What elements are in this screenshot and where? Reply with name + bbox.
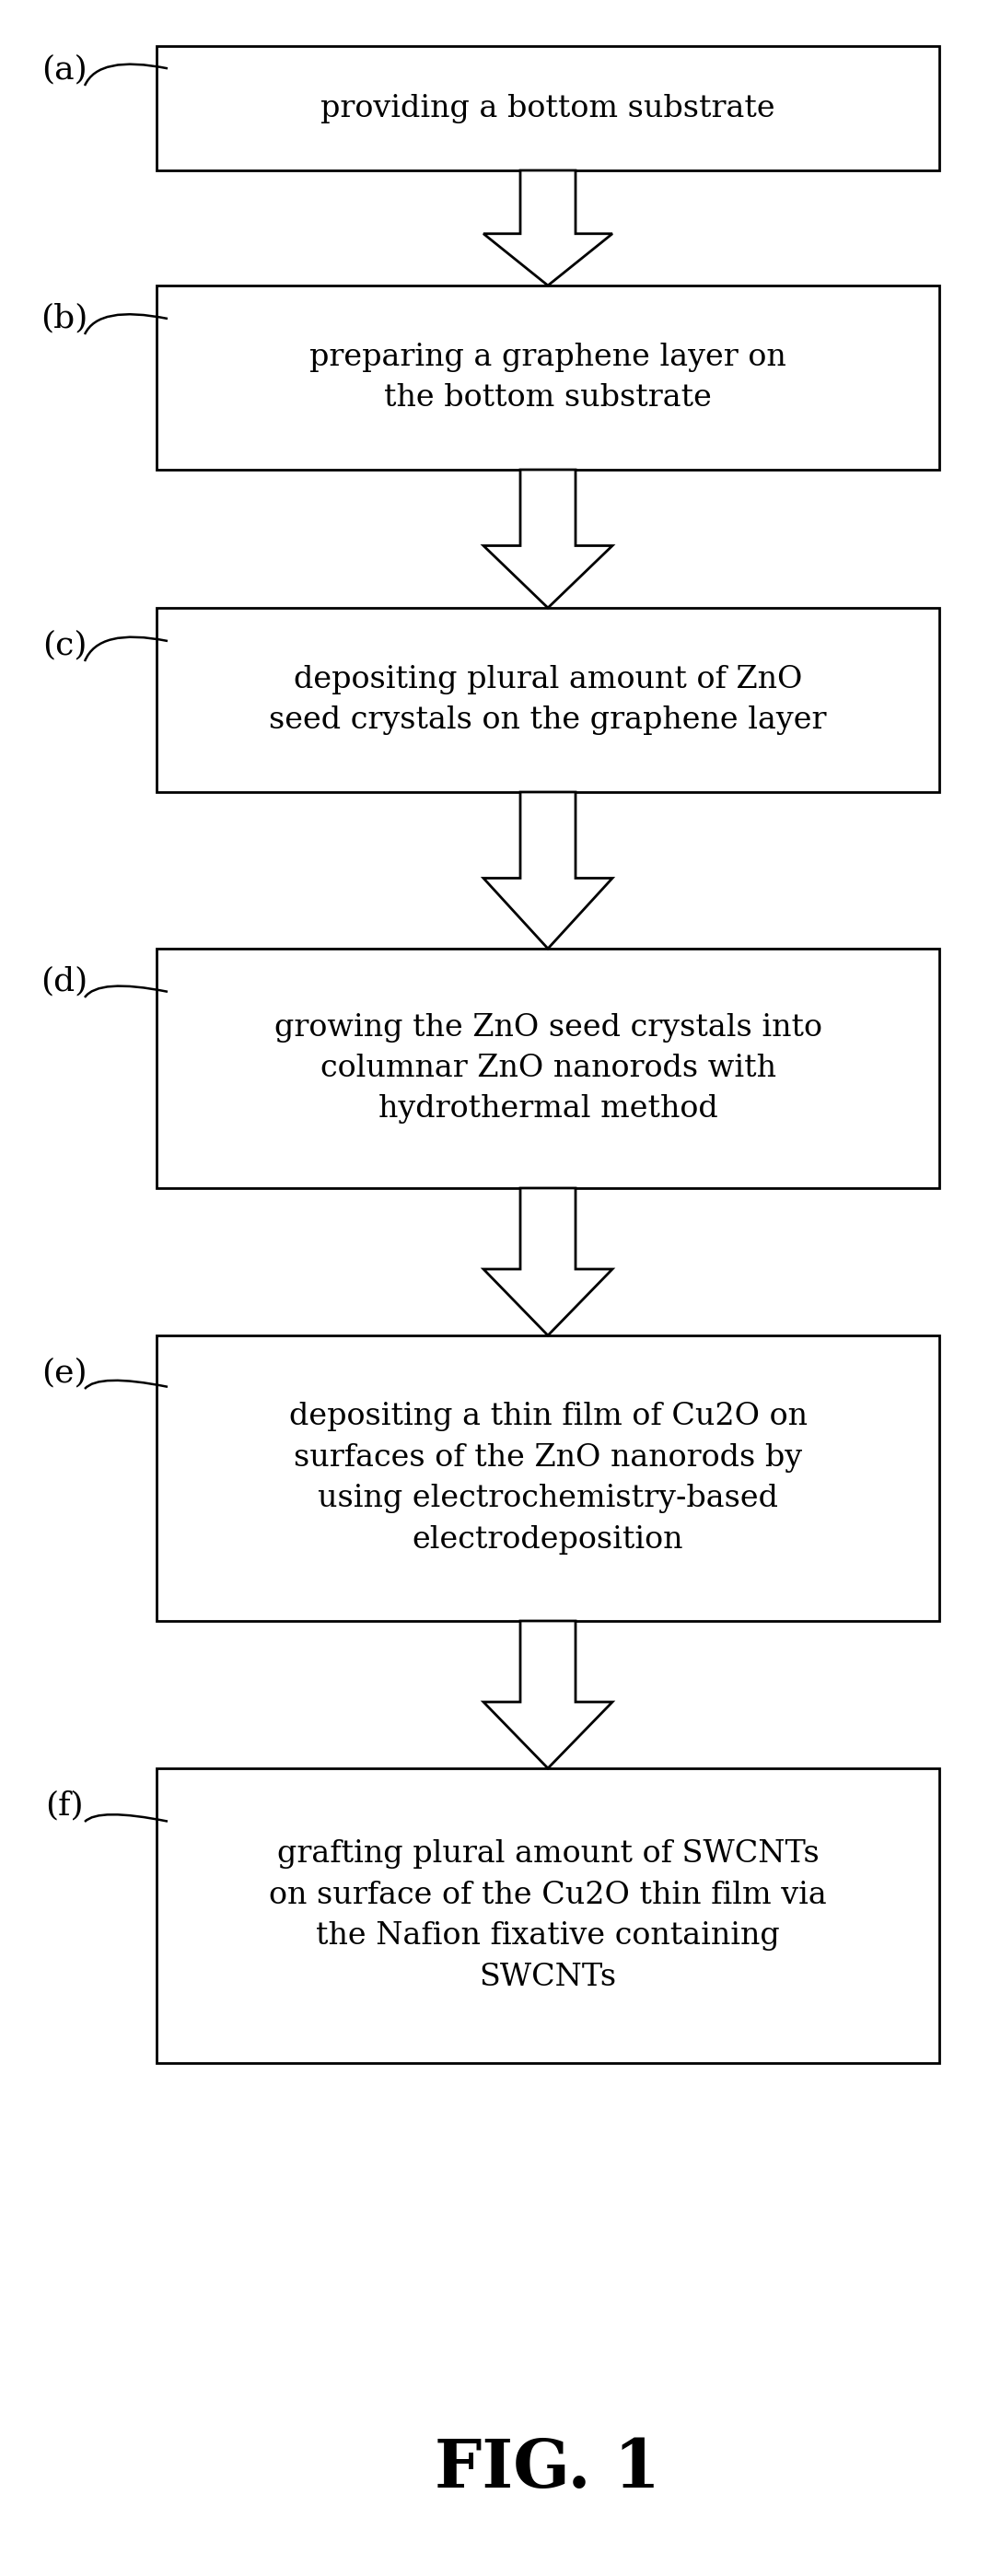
Text: depositing plural amount of ZnO
seed crystals on the graphene layer: depositing plural amount of ZnO seed cry… bbox=[269, 665, 827, 734]
Polygon shape bbox=[484, 1188, 612, 1334]
Text: providing a bottom substrate: providing a bottom substrate bbox=[320, 93, 775, 124]
Text: (b): (b) bbox=[41, 301, 88, 332]
Bar bbox=[156, 608, 940, 791]
Bar bbox=[156, 948, 940, 1188]
Text: (a): (a) bbox=[42, 54, 87, 85]
Polygon shape bbox=[484, 791, 612, 948]
Bar bbox=[156, 46, 940, 170]
Text: (d): (d) bbox=[41, 966, 88, 997]
Text: (c): (c) bbox=[43, 629, 87, 659]
Text: depositing a thin film of Cu2O on
surfaces of the ZnO nanorods by
using electroc: depositing a thin film of Cu2O on surfac… bbox=[289, 1401, 807, 1553]
Text: grafting plural amount of SWCNTs
on surface of the Cu2O thin film via
the Nafion: grafting plural amount of SWCNTs on surf… bbox=[269, 1839, 827, 1991]
Text: growing the ZnO seed crystals into
columnar ZnO nanorods with
hydrothermal metho: growing the ZnO seed crystals into colum… bbox=[274, 1012, 822, 1123]
Bar bbox=[156, 1767, 940, 2063]
Polygon shape bbox=[484, 469, 612, 608]
Polygon shape bbox=[484, 170, 612, 286]
Polygon shape bbox=[484, 1620, 612, 1767]
Text: (f): (f) bbox=[45, 1790, 84, 1821]
Text: FIG. 1: FIG. 1 bbox=[435, 2434, 661, 2501]
Bar bbox=[156, 1334, 940, 1620]
Bar bbox=[156, 286, 940, 469]
Text: preparing a graphene layer on
the bottom substrate: preparing a graphene layer on the bottom… bbox=[310, 343, 786, 412]
Text: (e): (e) bbox=[42, 1358, 87, 1388]
